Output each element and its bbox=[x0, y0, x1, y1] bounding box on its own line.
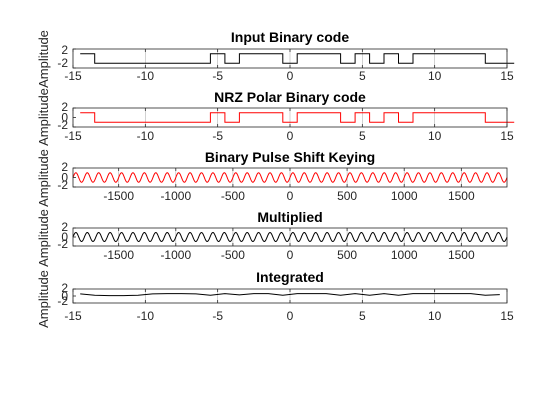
y-tick-label: -2 bbox=[57, 118, 68, 132]
y-tick-label: 2 bbox=[61, 43, 68, 57]
x-tick-label: 0 bbox=[287, 189, 294, 203]
y-tick-label: -2 bbox=[57, 178, 68, 192]
x-tick-label: 500 bbox=[337, 189, 357, 203]
y-axis-label: Amplitude bbox=[36, 270, 51, 328]
x-tick-label: -5 bbox=[212, 129, 223, 143]
y-tick-label: 2 bbox=[61, 220, 68, 234]
y-tick-label: -2 bbox=[57, 294, 68, 308]
chart-title: Multiplied bbox=[257, 209, 322, 225]
x-tick-label: 0 bbox=[287, 309, 294, 323]
x-tick-label: 10 bbox=[428, 129, 442, 143]
y-tick-label: 0 bbox=[61, 111, 68, 125]
y-tick-label: 2 bbox=[61, 160, 68, 174]
x-tick-label: -10 bbox=[137, 69, 155, 83]
x-tick-label: 1500 bbox=[448, 189, 475, 203]
chart-title: Integrated bbox=[256, 269, 324, 285]
chart-title: NRZ Polar Binary code bbox=[214, 89, 366, 105]
x-tick-label: 10 bbox=[428, 69, 442, 83]
x-tick-label: -5 bbox=[212, 69, 223, 83]
x-tick-label: -1500 bbox=[103, 248, 134, 262]
x-tick-label: 5 bbox=[359, 309, 366, 323]
y-axis-label: Amplitude bbox=[36, 30, 51, 88]
x-tick-label: -5 bbox=[212, 309, 223, 323]
chart-title: Binary Pulse Shift Keying bbox=[205, 149, 375, 165]
x-tick-label: -15 bbox=[64, 129, 82, 143]
chart-title: Input Binary code bbox=[231, 29, 349, 45]
x-tick-label: -500 bbox=[221, 189, 245, 203]
x-tick-label: -500 bbox=[221, 248, 245, 262]
x-tick-label: -10 bbox=[137, 129, 155, 143]
x-tick-label: 1000 bbox=[391, 248, 418, 262]
panel-multiplied: Multiplied Amplitude -1500 -1000 -500 0 500 1… bbox=[36, 209, 508, 267]
y-tick-label: -2 bbox=[57, 237, 68, 251]
y-tick-label: 0 bbox=[61, 230, 68, 244]
y-tick-label: 2 bbox=[61, 281, 68, 295]
x-tick-label: -10 bbox=[137, 309, 155, 323]
y-tick-label: 0 bbox=[61, 289, 68, 303]
series-line bbox=[80, 53, 515, 64]
series-line bbox=[80, 293, 500, 297]
x-tick-label: -1000 bbox=[160, 248, 191, 262]
series-line bbox=[72, 172, 508, 183]
x-tick-label: -1000 bbox=[160, 189, 191, 203]
x-tick-label: 0 bbox=[287, 129, 294, 143]
x-tick-label: 5 bbox=[359, 129, 366, 143]
x-tick-label: 1500 bbox=[448, 248, 475, 262]
y-axis-label: Amplitude bbox=[36, 88, 51, 146]
y-tick-label: -2 bbox=[57, 56, 68, 70]
panel-input-binary-code: Input Binary code Amplitude -15 -10 -5 0 5 10… bbox=[36, 29, 515, 88]
x-tick-label: 500 bbox=[337, 248, 357, 262]
x-tick-label: 10 bbox=[428, 309, 442, 323]
x-tick-label: 5 bbox=[359, 69, 366, 83]
panel-binary-pulse-shift-keying: Binary Pulse Shift Keying Amplitude -150… bbox=[36, 149, 508, 207]
panel-nrz-polar-binary-code: NRZ Polar Binary code Amplitude -15 -10 -5… bbox=[36, 88, 515, 146]
series-line bbox=[72, 231, 508, 243]
plot-area bbox=[73, 289, 507, 303]
x-tick-label: 1000 bbox=[391, 189, 418, 203]
y-axis-label: Amplitude bbox=[36, 149, 51, 207]
x-tick-label: 0 bbox=[287, 248, 294, 262]
series-line bbox=[80, 112, 515, 123]
x-tick-label: 0 bbox=[287, 69, 294, 83]
x-tick-label: 15 bbox=[500, 129, 514, 143]
y-tick-label: 2 bbox=[61, 100, 68, 114]
x-tick-label: 15 bbox=[500, 69, 514, 83]
y-axis-label: Amplitude bbox=[36, 209, 51, 267]
x-tick-label: -15 bbox=[64, 69, 82, 83]
x-tick-label: -1500 bbox=[103, 189, 134, 203]
y-tick-label: 0 bbox=[61, 171, 68, 185]
x-tick-label: -15 bbox=[64, 309, 82, 323]
x-tick-label: 15 bbox=[500, 309, 514, 323]
